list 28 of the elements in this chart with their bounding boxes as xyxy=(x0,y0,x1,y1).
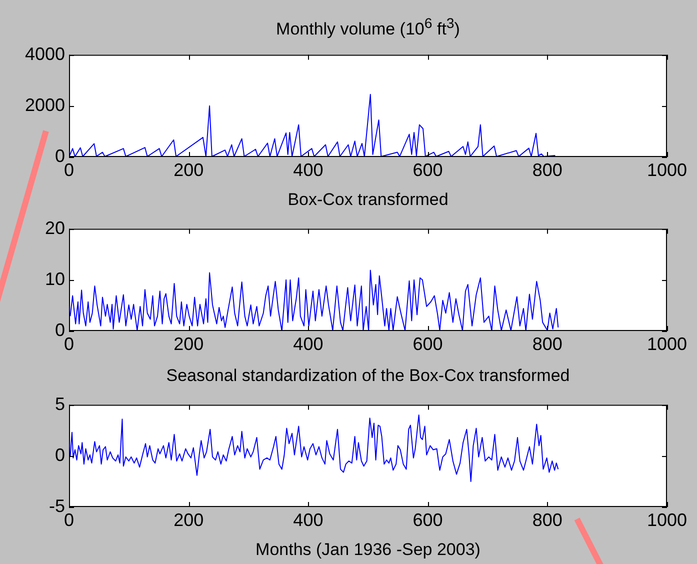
y-tick-label: 4000 xyxy=(24,44,65,64)
y-tick-label: 10 xyxy=(44,268,65,289)
x-tick-label: 200 xyxy=(174,510,204,530)
x-axis-title: Months (Jan 1936 -Sep 2003) xyxy=(254,540,482,560)
x-tick-label: 600 xyxy=(412,160,443,180)
chart-title: Box-Cox transformed xyxy=(286,190,450,210)
chart-title: Seasonal standardization of the Box-Cox transformed xyxy=(165,366,571,386)
x-tick-label: 800 xyxy=(532,334,562,354)
y-tick-label: -5 xyxy=(48,496,65,516)
x-tick-label: 400 xyxy=(293,510,324,530)
x-tick-label: 800 xyxy=(532,510,562,530)
x-tick-label: 1000 xyxy=(646,160,688,180)
x-tick-label: 1000 xyxy=(646,334,688,354)
x-tick-label: 600 xyxy=(412,510,443,530)
chart-title: Monthly volume (10$^{6}$ ft$^{3}$) xyxy=(275,16,461,40)
y-tick-label: 0 xyxy=(54,320,65,340)
x-tick-label: 600 xyxy=(412,334,443,354)
y-tick-label: 0 xyxy=(54,146,65,166)
y-tick-label: 20 xyxy=(44,218,65,238)
x-tick-label: 800 xyxy=(532,160,562,180)
x-tick-label: 400 xyxy=(293,334,324,354)
y-tick-label: 5 xyxy=(54,394,65,414)
y-tick-label: 2000 xyxy=(24,94,65,115)
y-tick-label: 0 xyxy=(54,444,65,465)
x-tick-label: 200 xyxy=(174,334,204,354)
x-tick-label: 1000 xyxy=(646,510,688,530)
x-tick-label: 200 xyxy=(174,160,204,180)
x-tick-label: 400 xyxy=(293,160,324,180)
